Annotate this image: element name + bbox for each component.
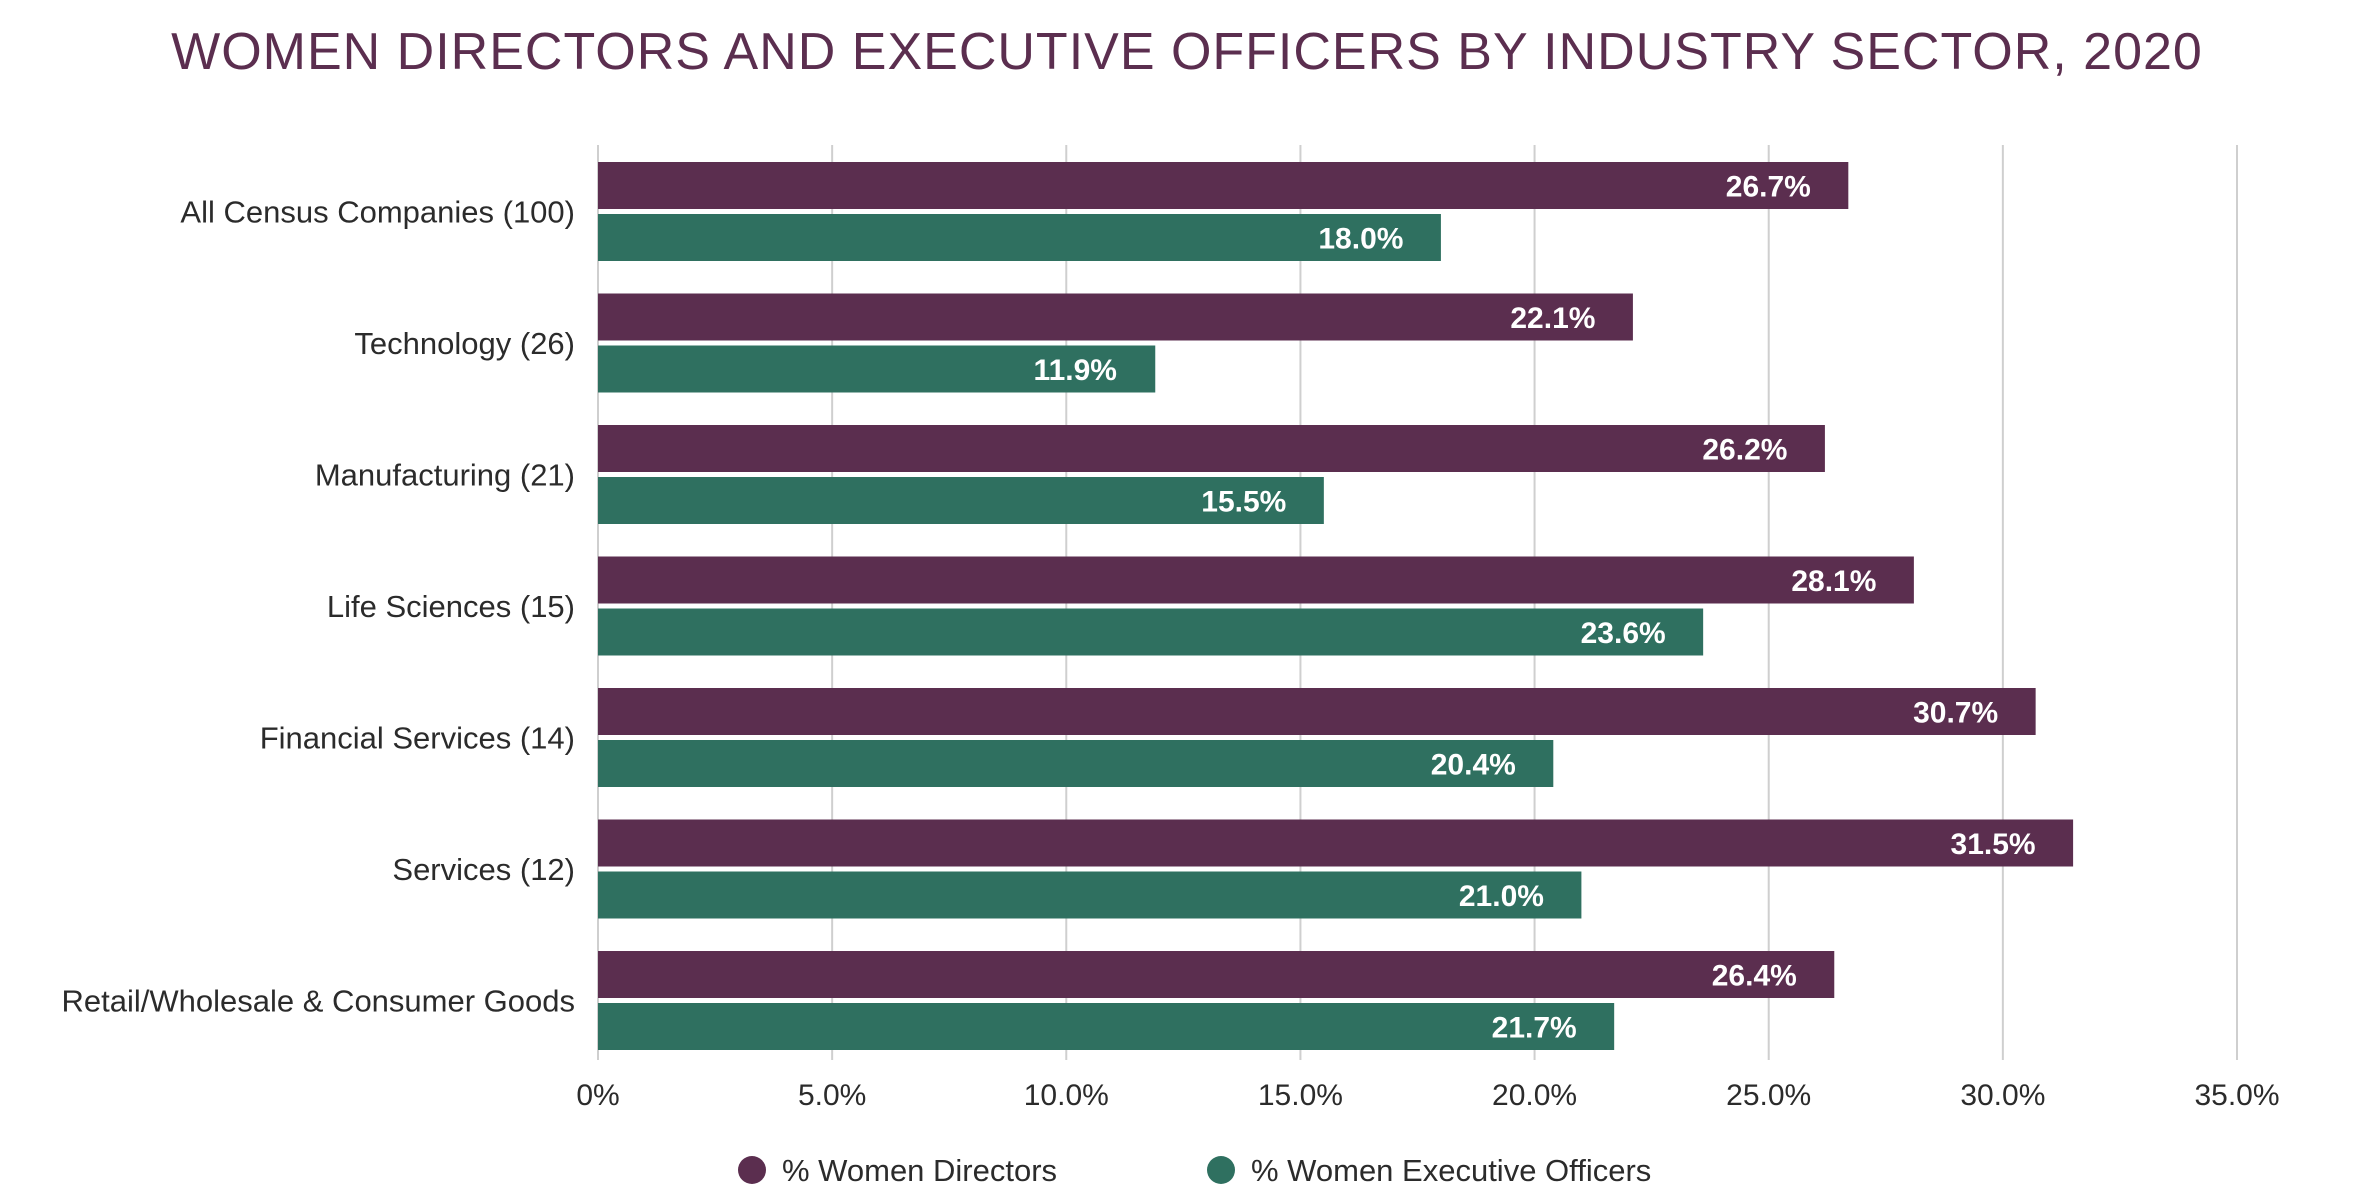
bar-women-directors[interactable]: [598, 688, 2036, 735]
data-label: 23.6%: [1581, 617, 1666, 650]
data-label: 30.7%: [1913, 697, 1998, 730]
category-labels: All Census Companies (100) Technology (26…: [62, 195, 575, 1019]
legend-label-executive-officers[interactable]: % Women Executive Officers: [1251, 1153, 1651, 1188]
bar-women-directors[interactable]: [598, 425, 1825, 472]
bar-women-directors[interactable]: [598, 162, 1849, 209]
category-label: Life Sciences (15): [327, 589, 575, 624]
bar-women-executive-officers[interactable]: [598, 740, 1554, 787]
x-tick-label: 15.0%: [1258, 1079, 1343, 1112]
data-label: 31.5%: [1951, 828, 2036, 861]
x-tick-label: 5.0%: [798, 1079, 866, 1112]
data-label: 18.0%: [1318, 223, 1403, 256]
category-label: Financial Services (14): [260, 721, 575, 756]
data-label: 11.9%: [1034, 354, 1117, 387]
bar-women-directors[interactable]: [598, 951, 1835, 998]
data-label: 26.2%: [1702, 434, 1787, 467]
data-label: 15.5%: [1201, 486, 1286, 519]
chart-title: WOMEN DIRECTORS AND EXECUTIVE OFFICERS B…: [171, 23, 2203, 81]
category-label: Retail/Wholesale & Consumer Goods: [62, 984, 575, 1019]
x-tick-label: 0%: [576, 1079, 619, 1112]
legend-label-directors[interactable]: % Women Directors: [782, 1153, 1057, 1188]
data-label: 20.4%: [1431, 749, 1516, 782]
bar-women-executive-officers[interactable]: [598, 477, 1324, 524]
bar-women-executive-officers[interactable]: [598, 214, 1441, 261]
legend-marker-directors[interactable]: [738, 1156, 766, 1184]
data-label: 26.4%: [1712, 960, 1797, 993]
x-tick-label: 10.0%: [1024, 1079, 1109, 1112]
category-label: Services (12): [392, 852, 575, 887]
bar-women-executive-officers[interactable]: [598, 871, 1582, 919]
data-label: 22.1%: [1510, 302, 1595, 335]
data-label: 28.1%: [1791, 565, 1876, 598]
data-label: 26.7%: [1726, 171, 1811, 204]
data-label: 21.7%: [1492, 1012, 1577, 1045]
x-tick-label: 25.0%: [1726, 1079, 1811, 1112]
x-axis-ticks: 0% 5.0% 10.0% 15.0% 20.0% 25.0% 30.0% 35.0%: [576, 1079, 2279, 1112]
x-tick-label: 20.0%: [1492, 1079, 1577, 1112]
category-label: Manufacturing (21): [315, 458, 575, 493]
legend-marker-executive-officers[interactable]: [1207, 1156, 1235, 1184]
x-tick-label: 30.0%: [1960, 1079, 2045, 1112]
bar-women-executive-officers[interactable]: [598, 1003, 1615, 1050]
bar-women-executive-officers[interactable]: [598, 608, 1704, 656]
bar-women-directors[interactable]: [598, 556, 1914, 604]
bar-women-directors[interactable]: [598, 819, 2074, 867]
category-label: All Census Companies (100): [180, 195, 575, 230]
category-label: Technology (26): [354, 326, 575, 361]
bar-women-executive-officers[interactable]: [598, 345, 1156, 393]
bars: 26.7% 18.0% 22.1% 11.9% 26.2% 15.5% 28.1% 23.6%…: [598, 162, 2074, 1050]
legend[interactable]: % Women Directors % Women Executive Offic…: [738, 1153, 1651, 1188]
data-label: 21.0%: [1459, 880, 1544, 913]
bar-women-directors[interactable]: [598, 293, 1633, 341]
x-tick-label: 35.0%: [2194, 1079, 2279, 1112]
